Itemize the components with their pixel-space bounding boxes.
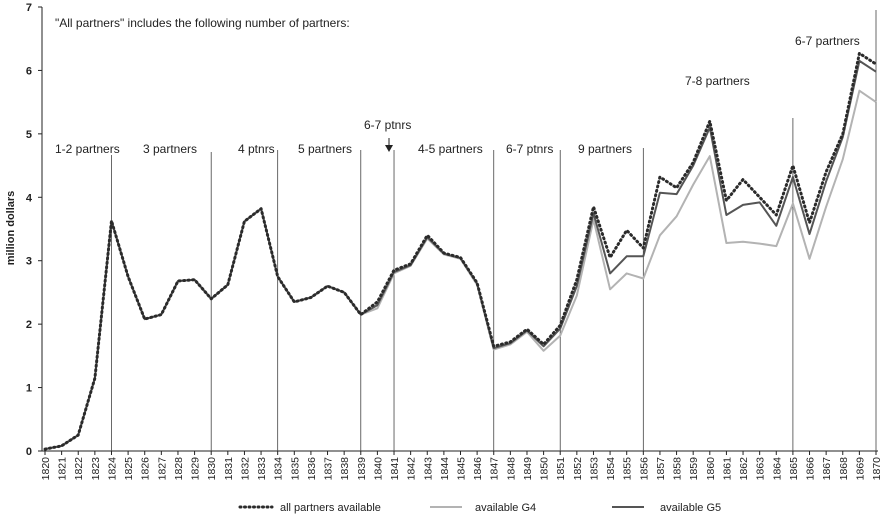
x-tick-label: 1866 [805, 457, 817, 481]
y-tick-label: 1 [26, 383, 32, 395]
x-tick-label: 1852 [572, 457, 584, 481]
annotation: 4 ptnrs [238, 142, 275, 156]
x-tick-label: 1859 [688, 457, 700, 481]
y-tick-label: 6 [26, 65, 32, 77]
annotation: 9 partners [578, 142, 632, 156]
annotation: 4-5 partners [418, 142, 483, 156]
x-tick-label: 1854 [605, 457, 617, 481]
x-tick-label: 1861 [721, 457, 733, 481]
y-tick-label: 4 [26, 192, 33, 204]
annotation: 6-7 ptnrs [506, 142, 553, 156]
x-tick-label: 1869 [854, 457, 866, 481]
x-tick-label: 1858 [672, 457, 684, 481]
x-tick-label: 1848 [505, 457, 517, 481]
y-tick-label: 2 [26, 319, 32, 331]
annotation: 6-7 partners [795, 34, 860, 48]
x-tick-label: 1860 [705, 457, 717, 481]
annotation: "All partners" includes the following nu… [55, 16, 350, 30]
x-tick-label: 1849 [522, 457, 534, 481]
x-tick-label: 1828 [173, 457, 185, 481]
x-tick-label: 1837 [323, 457, 335, 481]
x-tick-label: 1850 [539, 457, 551, 481]
x-tick-label: 1823 [90, 457, 102, 481]
x-tick-label: 1829 [190, 457, 202, 481]
x-tick-label: 1844 [439, 457, 451, 481]
x-tick-label: 1826 [140, 457, 152, 481]
x-tick-label: 1840 [372, 457, 384, 481]
x-tick-label: 1870 [871, 457, 882, 481]
annotation: 1-2 partners [55, 142, 120, 156]
x-tick-label: 1868 [838, 457, 850, 481]
series-line [43, 51, 878, 451]
x-tick-label: 1867 [821, 457, 833, 481]
x-tick-label: 1834 [273, 457, 285, 481]
y-axis-label: million dollars [5, 191, 17, 266]
x-tick-label: 1820 [40, 457, 52, 481]
x-tick-label: 1821 [57, 457, 69, 481]
x-tick-label: 1865 [788, 457, 800, 481]
x-tick-label: 1855 [622, 457, 634, 481]
x-tick-label: 1851 [555, 457, 567, 481]
x-tick-label: 1832 [239, 457, 251, 481]
x-tick-label: 1835 [289, 457, 301, 481]
legend-label: all partners available [280, 502, 381, 514]
annotation: 7-8 partners [685, 74, 750, 88]
y-tick-label: 5 [26, 129, 32, 141]
x-tick-label: 1833 [256, 457, 268, 481]
y-tick-label: 3 [26, 256, 32, 268]
x-tick-label: 1825 [123, 457, 135, 481]
annotation: 5 partners [298, 142, 352, 156]
x-tick-label: 1839 [356, 457, 368, 481]
x-tick-label: 1862 [738, 457, 750, 481]
legend-label: available G5 [660, 502, 721, 514]
x-tick-label: 1830 [206, 457, 218, 481]
x-tick-label: 1864 [771, 457, 783, 481]
series-line [44, 59, 877, 451]
x-tick-label: 1831 [223, 457, 235, 481]
x-tick-label: 1836 [306, 457, 318, 481]
x-tick-label: 1845 [456, 457, 468, 481]
x-tick-label: 1822 [73, 457, 85, 481]
x-tick-label: 1843 [422, 457, 434, 481]
x-tick-label: 1841 [389, 457, 401, 481]
x-tick-label: 1824 [106, 457, 118, 481]
legend-label: available G4 [475, 502, 536, 514]
x-tick-label: 1827 [156, 457, 168, 481]
annotation: 6-7 ptnrs [364, 118, 411, 132]
y-tick-label: 0 [26, 446, 32, 458]
x-tick-label: 1856 [638, 457, 650, 481]
y-tick-label: 7 [26, 2, 32, 14]
x-tick-label: 1838 [339, 457, 351, 481]
x-tick-label: 1863 [755, 457, 767, 481]
annotation: 3 partners [143, 142, 197, 156]
x-tick-label: 1846 [472, 457, 484, 481]
x-tick-label: 1857 [655, 457, 667, 481]
x-tick-label: 1842 [406, 457, 418, 481]
x-tick-label: 1847 [489, 457, 501, 481]
arrow-head [385, 145, 393, 152]
x-tick-label: 1853 [588, 457, 600, 481]
